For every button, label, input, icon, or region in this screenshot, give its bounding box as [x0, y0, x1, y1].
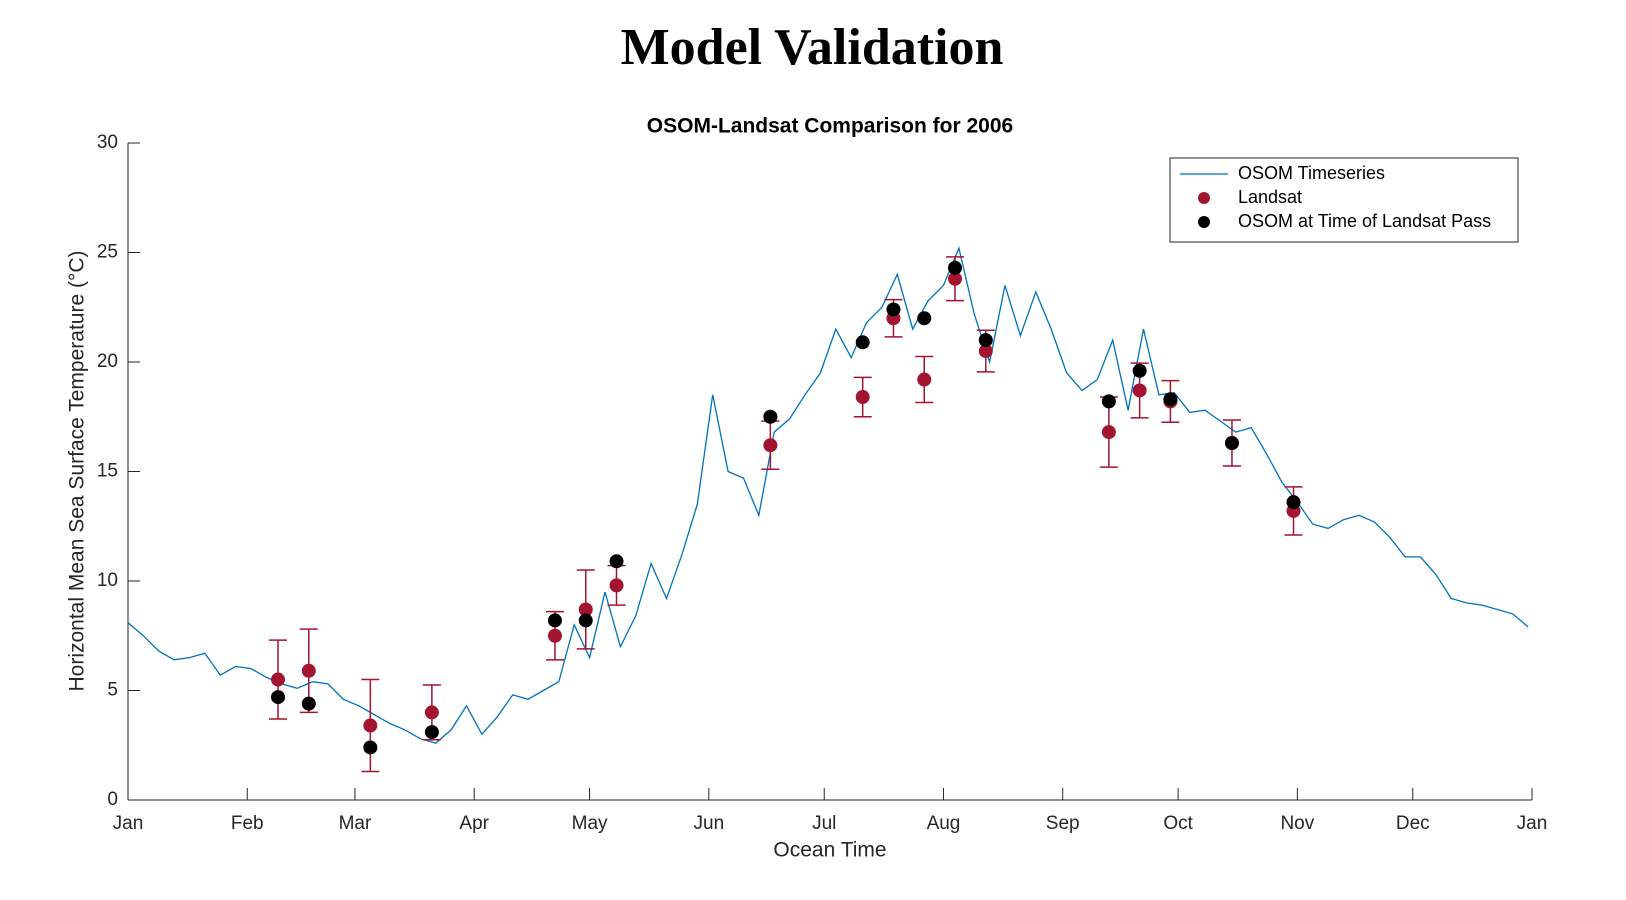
marker	[609, 554, 624, 569]
y-tick-label: 15	[97, 461, 118, 482]
marker	[578, 602, 593, 617]
timeseries-line	[127, 245, 1529, 744]
x-tick-label: Oct	[1163, 813, 1193, 834]
x-tick-label: Dec	[1396, 813, 1430, 834]
chart-subtitle: OSOM-Landsat Comparison for 2006	[647, 115, 1013, 138]
marker	[855, 335, 870, 350]
x-tick-label: Jun	[694, 813, 725, 834]
legend-label: OSOM Timeseries	[1238, 163, 1385, 183]
marker	[271, 672, 286, 687]
marker	[1101, 394, 1116, 409]
marker	[763, 438, 778, 453]
marker	[609, 578, 624, 593]
y-tick-label: 20	[97, 351, 118, 372]
x-tick-label: Mar	[339, 813, 372, 834]
legend-swatch	[1198, 192, 1210, 204]
legend-swatch	[1198, 216, 1210, 228]
marker	[301, 696, 316, 711]
x-tick-label: Jan	[113, 813, 144, 834]
y-tick-label: 5	[107, 680, 118, 701]
marker	[424, 705, 439, 720]
y-axis-label: Horizontal Mean Sea Surface Temperature …	[66, 250, 89, 691]
x-tick-label: Feb	[231, 813, 264, 834]
x-tick-label: Jul	[812, 813, 836, 834]
y-tick-label: 25	[97, 242, 118, 263]
marker	[1286, 495, 1301, 510]
marker	[978, 344, 993, 359]
x-tick-label: Aug	[927, 813, 961, 834]
marker	[886, 302, 901, 317]
marker	[948, 271, 963, 286]
chart-title: Model Validation	[621, 19, 1004, 76]
marker	[363, 740, 378, 755]
x-tick-label: May	[572, 813, 608, 834]
marker	[1163, 392, 1178, 407]
y-tick-label: 10	[97, 570, 118, 591]
x-tick-label: Apr	[459, 813, 489, 834]
marker	[917, 311, 932, 326]
x-tick-label: Jan	[1517, 813, 1548, 834]
marker	[948, 260, 963, 275]
marker	[978, 333, 993, 348]
marker	[1132, 383, 1147, 398]
marker	[301, 663, 316, 678]
marker	[917, 372, 932, 387]
x-tick-label: Nov	[1280, 813, 1314, 834]
x-tick-label: Sep	[1046, 813, 1080, 834]
marker	[1101, 425, 1116, 440]
legend-box	[1169, 157, 1519, 243]
marker	[763, 409, 778, 424]
marker	[1132, 363, 1147, 378]
marker	[578, 613, 593, 628]
marker	[424, 725, 439, 740]
marker	[271, 690, 286, 705]
marker	[855, 390, 870, 405]
marker	[547, 628, 562, 643]
legend-label: Landsat	[1238, 187, 1302, 207]
marker	[363, 718, 378, 733]
marker	[1224, 436, 1239, 451]
x-axis-label: Ocean Time	[773, 839, 886, 862]
legend-label: OSOM at Time of Landsat Pass	[1238, 211, 1491, 231]
y-tick-label: 0	[107, 789, 118, 810]
marker	[547, 613, 562, 628]
y-tick-label: 30	[97, 132, 118, 153]
